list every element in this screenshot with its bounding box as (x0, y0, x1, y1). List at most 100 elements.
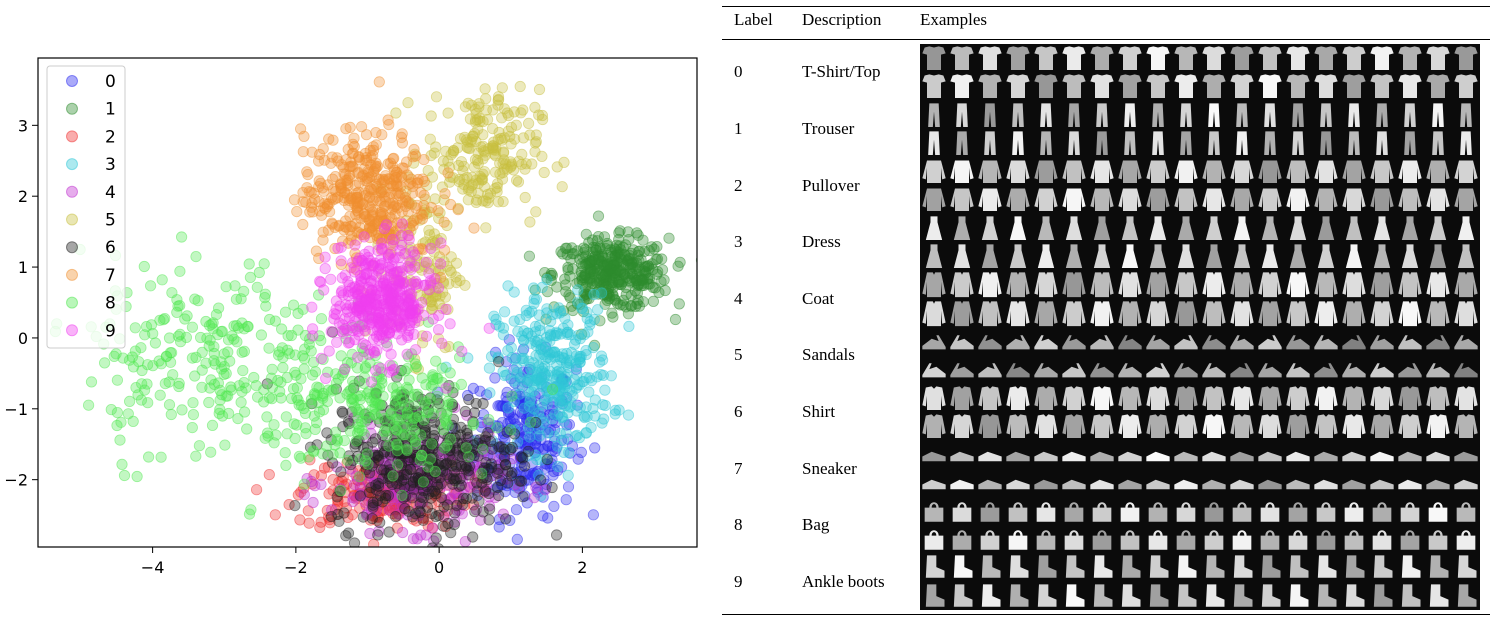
row-description: Pullover (802, 176, 860, 196)
scatter-point (296, 453, 306, 463)
legend-label-3: 3 (105, 155, 116, 175)
scatter-point (320, 252, 330, 262)
example-thumbnail (1004, 101, 1032, 129)
example-row-3 (920, 214, 1480, 242)
scatter-point (306, 394, 316, 404)
example-thumbnail (1032, 582, 1060, 610)
scatter-point (596, 351, 606, 361)
example-thumbnail (1396, 185, 1424, 213)
example-thumbnail (1200, 440, 1228, 468)
scatter-point (574, 254, 584, 264)
example-thumbnail (920, 214, 948, 242)
example-thumbnail (1396, 384, 1424, 412)
example-thumbnail (1256, 582, 1284, 610)
scatter-point (564, 447, 574, 457)
header-examples: Examples (920, 10, 987, 30)
scatter-point (498, 323, 508, 333)
scatter-point (232, 337, 242, 347)
example-thumbnail (1200, 157, 1228, 185)
example-thumbnail (1200, 553, 1228, 581)
scatter-point (502, 164, 512, 174)
example-thumbnail (1172, 440, 1200, 468)
row-description: Sneaker (802, 459, 857, 479)
scatter-point (213, 303, 223, 313)
example-thumbnail (1284, 582, 1312, 610)
scatter-point (525, 417, 535, 427)
example-thumbnail (1088, 412, 1116, 440)
example-thumbnail (1088, 242, 1116, 270)
example-thumbnail (948, 129, 976, 157)
x-tick-label: −2 (284, 558, 308, 577)
scatter-point (385, 178, 395, 188)
scatter-point (513, 326, 523, 336)
example-thumbnail (1284, 440, 1312, 468)
legend-label-1: 1 (105, 100, 116, 120)
legend-label-9: 9 (105, 321, 116, 341)
example-thumbnail (1256, 384, 1284, 412)
scatter-point (370, 434, 380, 444)
example-thumbnail (976, 44, 1004, 72)
scatter-point (416, 530, 426, 540)
legend-label-7: 7 (105, 266, 116, 286)
scatter-point (206, 447, 216, 457)
scatter-point (494, 442, 504, 452)
table-top-rule (722, 6, 1490, 7)
scatter-point (620, 240, 630, 250)
example-thumbnail (1088, 185, 1116, 213)
example-thumbnail (948, 44, 976, 72)
example-thumbnail (1032, 440, 1060, 468)
example-thumbnail (1340, 525, 1368, 553)
example-thumbnail (1396, 44, 1424, 72)
scatter-point (543, 513, 553, 523)
example-thumbnail (1424, 582, 1452, 610)
example-thumbnail (948, 440, 976, 468)
scatter-point (485, 388, 495, 398)
example-thumbnail (1284, 242, 1312, 270)
scatter-point (518, 355, 528, 365)
example-thumbnail (1060, 242, 1088, 270)
example-thumbnail (1116, 525, 1144, 553)
scatter-point (140, 330, 150, 340)
scatter-point (558, 249, 568, 259)
example-thumbnail (1032, 214, 1060, 242)
scatter-point (446, 150, 456, 160)
example-thumbnail (1256, 468, 1284, 496)
scatter-point (509, 287, 519, 297)
example-thumbnail (1396, 214, 1424, 242)
example-thumbnail (1312, 44, 1340, 72)
example-thumbnail (1144, 129, 1172, 157)
example-thumbnail (1116, 327, 1144, 355)
scatter-point (534, 110, 544, 120)
example-thumbnail (1060, 384, 1088, 412)
scatter-plot: −4 −2 0 2 −2 −1 0 1 2 3 0 1 2 3 4 5 6 7 8 9 (0, 0, 712, 624)
example-row-5 (920, 327, 1480, 355)
example-thumbnail (920, 185, 948, 213)
example-thumbnail (1368, 214, 1396, 242)
y-tick-label: 1 (18, 258, 28, 277)
example-thumbnail (1340, 270, 1368, 298)
example-thumbnail (948, 384, 976, 412)
example-thumbnail (1396, 355, 1424, 383)
example-thumbnail (1396, 299, 1424, 327)
example-thumbnail (976, 582, 1004, 610)
scatter-point (432, 402, 442, 412)
example-thumbnail (1340, 157, 1368, 185)
scatter-point (469, 162, 479, 172)
example-thumbnail (1004, 412, 1032, 440)
example-thumbnail (1312, 582, 1340, 610)
legend-marker-5 (67, 214, 78, 225)
scatter-point (318, 144, 328, 154)
scatter-point (372, 324, 382, 334)
example-thumbnail (1284, 157, 1312, 185)
scatter-point (494, 357, 504, 367)
scatter-point (407, 432, 417, 442)
scatter-point (535, 325, 545, 335)
scatter-point (383, 305, 393, 315)
example-thumbnail (1172, 299, 1200, 327)
example-thumbnail (1396, 72, 1424, 100)
scatter-point (197, 382, 207, 392)
scatter-point (439, 217, 449, 227)
example-thumbnail (1004, 468, 1032, 496)
scatter-point (534, 84, 544, 94)
scatter-point (498, 148, 508, 158)
